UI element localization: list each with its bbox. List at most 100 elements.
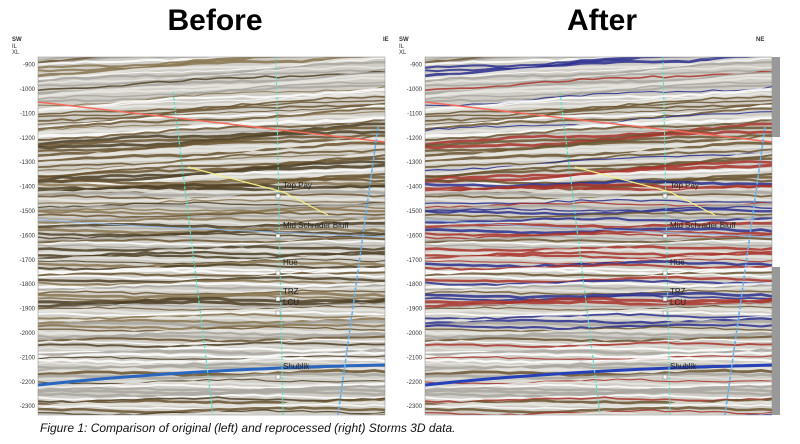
caption: Figure 1: Comparison of original (left) … bbox=[40, 421, 456, 435]
well-marker bbox=[662, 193, 668, 199]
axis-label: IL bbox=[399, 44, 405, 50]
depth-label: -2300 bbox=[20, 404, 36, 410]
depth-label: -2000 bbox=[407, 331, 423, 337]
reflector bbox=[425, 73, 772, 98]
reflector bbox=[38, 95, 385, 116]
well-marker bbox=[275, 193, 281, 199]
reflector bbox=[425, 221, 772, 229]
seismic-section bbox=[38, 57, 385, 415]
horizon-label: LCU bbox=[670, 298, 686, 307]
reflector bbox=[425, 205, 772, 213]
reflector bbox=[425, 242, 772, 249]
reflector bbox=[425, 328, 772, 336]
depth-label: -1900 bbox=[20, 307, 36, 313]
reflector bbox=[38, 103, 385, 125]
reflector bbox=[425, 236, 772, 244]
depth-label: -900 bbox=[410, 63, 423, 69]
reflector bbox=[38, 338, 385, 346]
reflector bbox=[425, 338, 772, 346]
well-marker bbox=[275, 296, 281, 302]
reflector bbox=[425, 57, 772, 80]
reflector bbox=[425, 368, 772, 377]
well-marker bbox=[662, 374, 668, 380]
horizon-label: LCU bbox=[283, 298, 299, 307]
depth-label: -1600 bbox=[407, 233, 423, 239]
reflector bbox=[425, 229, 772, 237]
depth-label: -1500 bbox=[407, 209, 423, 215]
reflector bbox=[425, 239, 772, 246]
side-label: SW bbox=[12, 37, 22, 43]
reflector bbox=[38, 141, 385, 163]
depth-label: -1800 bbox=[407, 282, 423, 288]
horizon-label: Shublik bbox=[670, 362, 697, 371]
side-label: NE bbox=[756, 37, 764, 43]
reflector bbox=[38, 378, 385, 385]
reflector bbox=[38, 242, 385, 249]
reflector bbox=[425, 387, 772, 396]
reflector bbox=[38, 76, 385, 98]
reflector bbox=[38, 148, 385, 168]
reflector bbox=[425, 382, 772, 390]
reflector bbox=[425, 202, 772, 211]
reflector bbox=[38, 70, 385, 91]
well-marker bbox=[275, 310, 281, 316]
horizon-label: Shublik bbox=[283, 362, 310, 371]
reflector bbox=[425, 341, 772, 349]
reflector bbox=[38, 351, 385, 359]
reflector bbox=[425, 116, 772, 138]
reflector bbox=[425, 247, 772, 255]
reflector bbox=[38, 57, 249, 66]
horizon-label: Hue bbox=[670, 258, 685, 267]
depth-label: -1100 bbox=[407, 111, 423, 117]
reflector bbox=[425, 260, 772, 269]
reflector bbox=[425, 356, 772, 365]
depth-label: -2200 bbox=[407, 380, 423, 386]
depth-label: -2100 bbox=[407, 355, 423, 361]
reflector bbox=[425, 417, 773, 422]
reflector bbox=[38, 195, 385, 203]
reflector bbox=[38, 247, 385, 255]
reflector bbox=[38, 393, 385, 401]
depth-label: -1900 bbox=[407, 307, 423, 313]
reflector bbox=[425, 208, 772, 216]
well-marker bbox=[662, 310, 668, 316]
reflector bbox=[425, 57, 765, 78]
reflector bbox=[425, 85, 772, 107]
reflector bbox=[38, 341, 385, 349]
reflector bbox=[38, 84, 385, 103]
depth-label: -2100 bbox=[20, 355, 36, 361]
reflector bbox=[38, 151, 385, 172]
reflector bbox=[425, 301, 772, 309]
horizon-line bbox=[38, 363, 385, 387]
reflector bbox=[38, 107, 385, 131]
reflector bbox=[425, 91, 772, 114]
reflector bbox=[38, 116, 385, 138]
reflector bbox=[425, 103, 772, 125]
reflector bbox=[38, 355, 385, 361]
reflector bbox=[425, 61, 772, 83]
side-label: IE bbox=[383, 37, 389, 43]
horizon-line bbox=[425, 363, 772, 387]
reflector bbox=[425, 378, 772, 385]
reflector bbox=[425, 57, 641, 69]
reflector bbox=[38, 57, 346, 73]
reflector bbox=[38, 57, 378, 78]
reflector bbox=[425, 148, 772, 168]
reflector bbox=[425, 145, 772, 165]
axis-label: IL bbox=[12, 44, 18, 50]
depth-label: -1000 bbox=[20, 87, 36, 93]
reflector bbox=[38, 160, 385, 182]
reflector bbox=[425, 57, 636, 66]
reflector bbox=[38, 229, 385, 237]
reflector bbox=[38, 68, 385, 87]
horizon-label: Mid Schrader Bluff bbox=[283, 221, 349, 230]
horizon-label: TRZ bbox=[670, 287, 686, 296]
reflector bbox=[38, 305, 385, 311]
reflector bbox=[425, 355, 772, 361]
horizon-line bbox=[425, 101, 772, 143]
reflector bbox=[38, 73, 385, 98]
reflector bbox=[425, 217, 772, 224]
reflector bbox=[38, 291, 385, 300]
reflector bbox=[38, 61, 385, 83]
reflector bbox=[425, 296, 772, 305]
